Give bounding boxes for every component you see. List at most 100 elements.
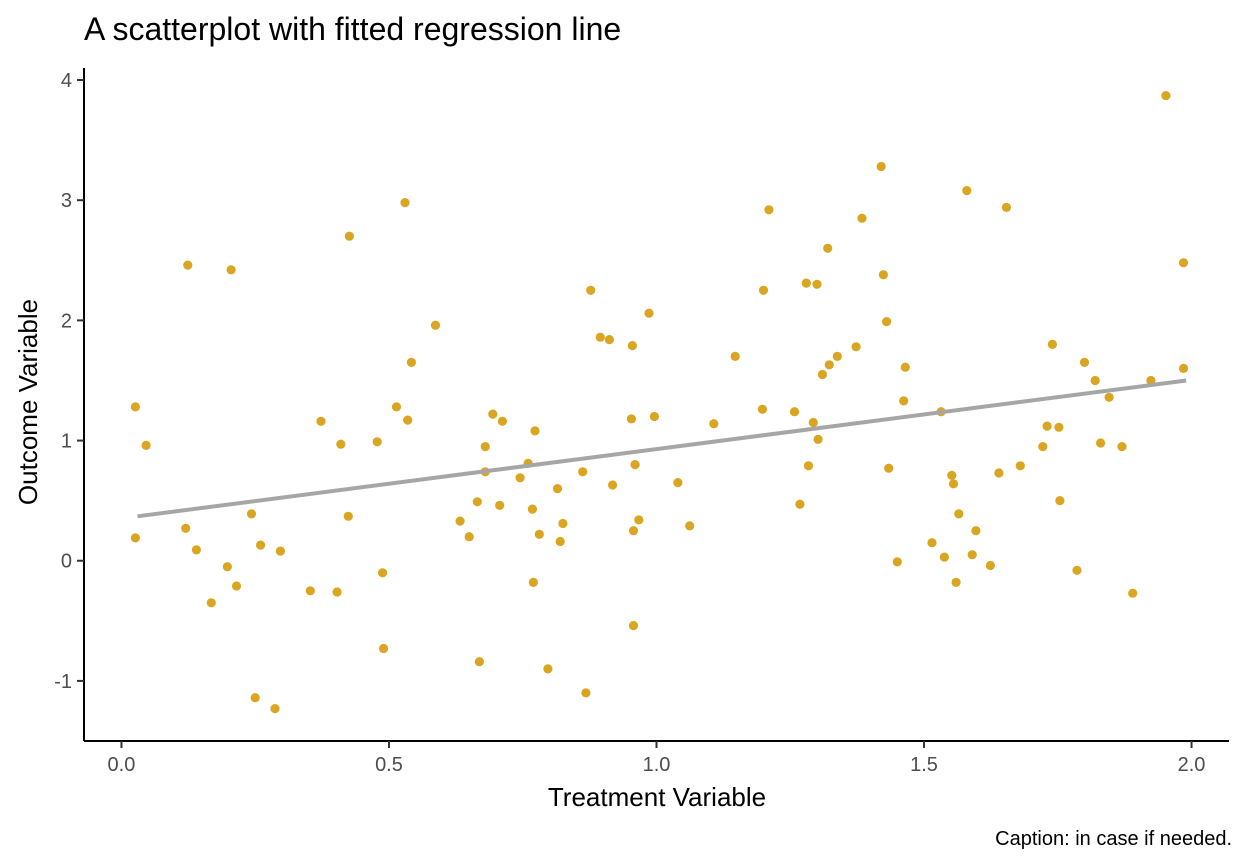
data-point xyxy=(832,351,842,361)
y-tick-label: 1 xyxy=(61,431,72,453)
data-point xyxy=(472,497,482,507)
data-point xyxy=(857,213,867,223)
data-point xyxy=(789,407,800,417)
x-tick-label: 2.0 xyxy=(1178,754,1206,776)
data-point xyxy=(344,231,354,241)
y-tick-label: 3 xyxy=(61,190,72,212)
data-point xyxy=(947,470,957,480)
data-point xyxy=(730,351,740,361)
x-axis-ticks: 0.0 0.5 1.0 1.5 2.0 xyxy=(108,741,1206,776)
data-point xyxy=(900,362,910,372)
data-point xyxy=(994,468,1004,478)
regression-line xyxy=(137,378,1187,519)
data-point xyxy=(758,285,769,295)
data-point xyxy=(555,536,565,547)
data-point xyxy=(464,532,474,542)
data-point xyxy=(474,657,484,667)
data-point xyxy=(803,461,814,471)
x-tick-label: 0.0 xyxy=(108,754,136,776)
data-point xyxy=(206,598,216,608)
data-point xyxy=(962,186,972,196)
data-point xyxy=(1104,392,1114,402)
y-axis-ticks: -1 0 1 2 3 4 xyxy=(54,70,84,693)
data-point xyxy=(951,577,961,588)
data-point xyxy=(878,270,889,280)
chart-title: A scatterplot with fitted regression lin… xyxy=(84,11,621,47)
data-point xyxy=(378,568,388,578)
data-point xyxy=(608,480,618,490)
data-point xyxy=(455,516,465,526)
data-point xyxy=(1042,421,1052,431)
data-point xyxy=(649,411,660,422)
data-point xyxy=(1117,442,1127,452)
data-point xyxy=(1128,588,1138,598)
data-point xyxy=(628,621,639,631)
data-point xyxy=(497,416,507,426)
y-tick-label: 4 xyxy=(61,70,72,92)
data-point xyxy=(256,540,266,550)
data-point xyxy=(985,560,996,571)
data-point xyxy=(527,504,538,514)
data-point xyxy=(250,693,260,703)
x-tick-label: 0.5 xyxy=(375,754,403,776)
x-tick-label: 1.0 xyxy=(643,754,671,776)
data-point xyxy=(892,557,902,567)
data-point xyxy=(275,546,285,556)
data-point xyxy=(181,523,191,533)
data-point xyxy=(1047,339,1057,349)
x-axis-title: Treatment Variable xyxy=(548,782,766,812)
data-point xyxy=(183,260,193,270)
data-point xyxy=(130,533,140,543)
data-point xyxy=(1178,258,1189,268)
data-point xyxy=(1096,438,1106,448)
data-point xyxy=(971,526,981,536)
data-point xyxy=(141,440,151,450)
y-tick-label: 2 xyxy=(61,310,72,332)
data-point xyxy=(967,550,977,560)
data-point xyxy=(1178,363,1189,373)
data-point xyxy=(231,581,242,591)
data-point xyxy=(644,308,654,318)
data-point xyxy=(332,587,342,597)
data-point xyxy=(430,320,441,330)
data-point xyxy=(1055,496,1065,506)
data-point xyxy=(270,704,280,714)
data-point xyxy=(884,463,894,473)
data-point xyxy=(813,434,823,444)
data-point xyxy=(488,409,498,419)
data-point xyxy=(379,643,389,654)
data-point xyxy=(630,460,640,470)
data-point xyxy=(939,552,950,562)
data-point xyxy=(530,426,540,436)
data-point xyxy=(627,341,638,351)
data-point xyxy=(899,396,909,406)
data-point xyxy=(1001,202,1012,212)
x-tick-label: 1.5 xyxy=(910,754,938,776)
data-point xyxy=(480,442,490,452)
data-point xyxy=(1015,461,1025,471)
data-point xyxy=(801,278,811,288)
data-point xyxy=(515,473,525,483)
data-point xyxy=(808,417,818,428)
chart-caption: Caption: in case if needed. xyxy=(995,828,1232,850)
data-point xyxy=(1054,422,1064,432)
data-point xyxy=(824,360,834,370)
data-point xyxy=(954,509,964,519)
regression-line-layer xyxy=(137,378,1187,519)
data-point xyxy=(757,404,768,414)
y-tick-label: 0 xyxy=(61,551,72,573)
data-point xyxy=(586,285,596,295)
data-point xyxy=(406,357,416,367)
data-point xyxy=(626,414,637,424)
y-tick-label: -1 xyxy=(54,671,72,693)
data-point xyxy=(795,499,805,509)
data-point xyxy=(1161,91,1171,101)
data-point xyxy=(336,439,346,449)
data-point xyxy=(246,509,257,519)
data-point xyxy=(927,538,937,548)
data-point xyxy=(316,416,326,426)
data-point xyxy=(1079,357,1090,367)
data-point xyxy=(222,562,232,572)
data-point xyxy=(581,688,591,698)
